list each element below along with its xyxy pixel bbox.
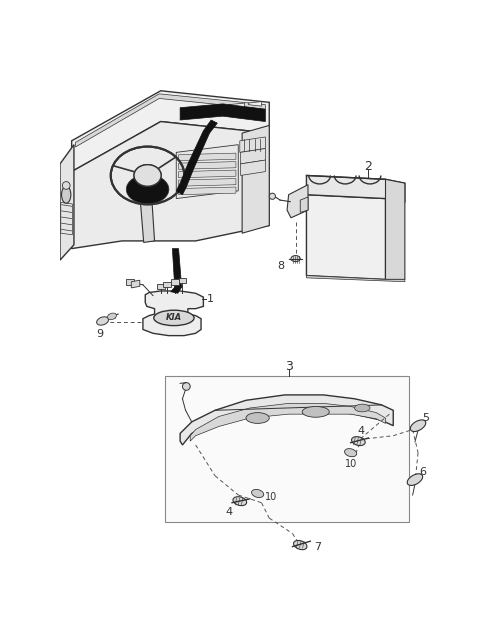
- Polygon shape: [176, 183, 186, 195]
- Ellipse shape: [291, 256, 300, 262]
- Ellipse shape: [355, 404, 370, 412]
- Text: 1: 1: [207, 294, 214, 304]
- Polygon shape: [171, 279, 179, 285]
- Circle shape: [269, 193, 276, 199]
- Polygon shape: [240, 148, 265, 164]
- Text: 8: 8: [277, 261, 285, 271]
- Text: 5: 5: [422, 413, 429, 423]
- Polygon shape: [143, 291, 204, 335]
- Ellipse shape: [246, 413, 269, 423]
- Polygon shape: [306, 175, 405, 202]
- Polygon shape: [180, 120, 217, 187]
- Ellipse shape: [108, 313, 117, 320]
- Polygon shape: [306, 276, 405, 282]
- Polygon shape: [126, 279, 134, 285]
- Ellipse shape: [96, 317, 108, 325]
- Ellipse shape: [252, 489, 264, 497]
- Polygon shape: [179, 153, 236, 161]
- Text: KIA: KIA: [166, 313, 182, 322]
- Polygon shape: [240, 137, 265, 153]
- Polygon shape: [60, 144, 74, 260]
- Text: 7: 7: [314, 541, 321, 551]
- Text: 6: 6: [419, 467, 426, 477]
- Polygon shape: [72, 122, 269, 249]
- Polygon shape: [190, 403, 385, 441]
- Polygon shape: [180, 395, 393, 445]
- Ellipse shape: [233, 497, 247, 506]
- Ellipse shape: [134, 165, 161, 187]
- Ellipse shape: [407, 474, 423, 485]
- Ellipse shape: [154, 310, 194, 325]
- Text: 10: 10: [265, 492, 277, 502]
- Polygon shape: [172, 249, 181, 287]
- Ellipse shape: [61, 187, 71, 203]
- Ellipse shape: [302, 406, 329, 417]
- Polygon shape: [179, 178, 236, 187]
- Polygon shape: [179, 170, 236, 178]
- Polygon shape: [163, 282, 171, 287]
- Polygon shape: [242, 126, 269, 233]
- Polygon shape: [72, 91, 269, 171]
- Polygon shape: [157, 284, 165, 290]
- Polygon shape: [179, 161, 236, 170]
- Polygon shape: [179, 278, 186, 283]
- Ellipse shape: [294, 541, 307, 550]
- Text: 2: 2: [364, 160, 372, 173]
- Polygon shape: [229, 103, 244, 109]
- Text: 3: 3: [285, 360, 293, 373]
- Text: 4: 4: [357, 426, 364, 436]
- Polygon shape: [140, 193, 155, 242]
- Polygon shape: [132, 280, 140, 288]
- Circle shape: [182, 382, 190, 390]
- Text: 4: 4: [226, 507, 232, 517]
- Polygon shape: [179, 187, 236, 195]
- Polygon shape: [75, 94, 265, 147]
- Polygon shape: [385, 180, 405, 279]
- Polygon shape: [240, 160, 265, 175]
- Text: 10: 10: [345, 459, 357, 469]
- Polygon shape: [300, 197, 308, 212]
- Polygon shape: [306, 195, 385, 279]
- Polygon shape: [171, 287, 181, 293]
- Bar: [165, 376, 409, 522]
- Polygon shape: [180, 104, 265, 122]
- Ellipse shape: [351, 436, 365, 446]
- Polygon shape: [248, 102, 262, 106]
- Ellipse shape: [126, 175, 169, 204]
- Polygon shape: [176, 144, 238, 198]
- Polygon shape: [287, 185, 308, 218]
- Circle shape: [62, 181, 70, 189]
- Ellipse shape: [410, 420, 426, 431]
- Ellipse shape: [134, 165, 161, 187]
- Ellipse shape: [345, 448, 357, 457]
- Text: 9: 9: [97, 329, 104, 339]
